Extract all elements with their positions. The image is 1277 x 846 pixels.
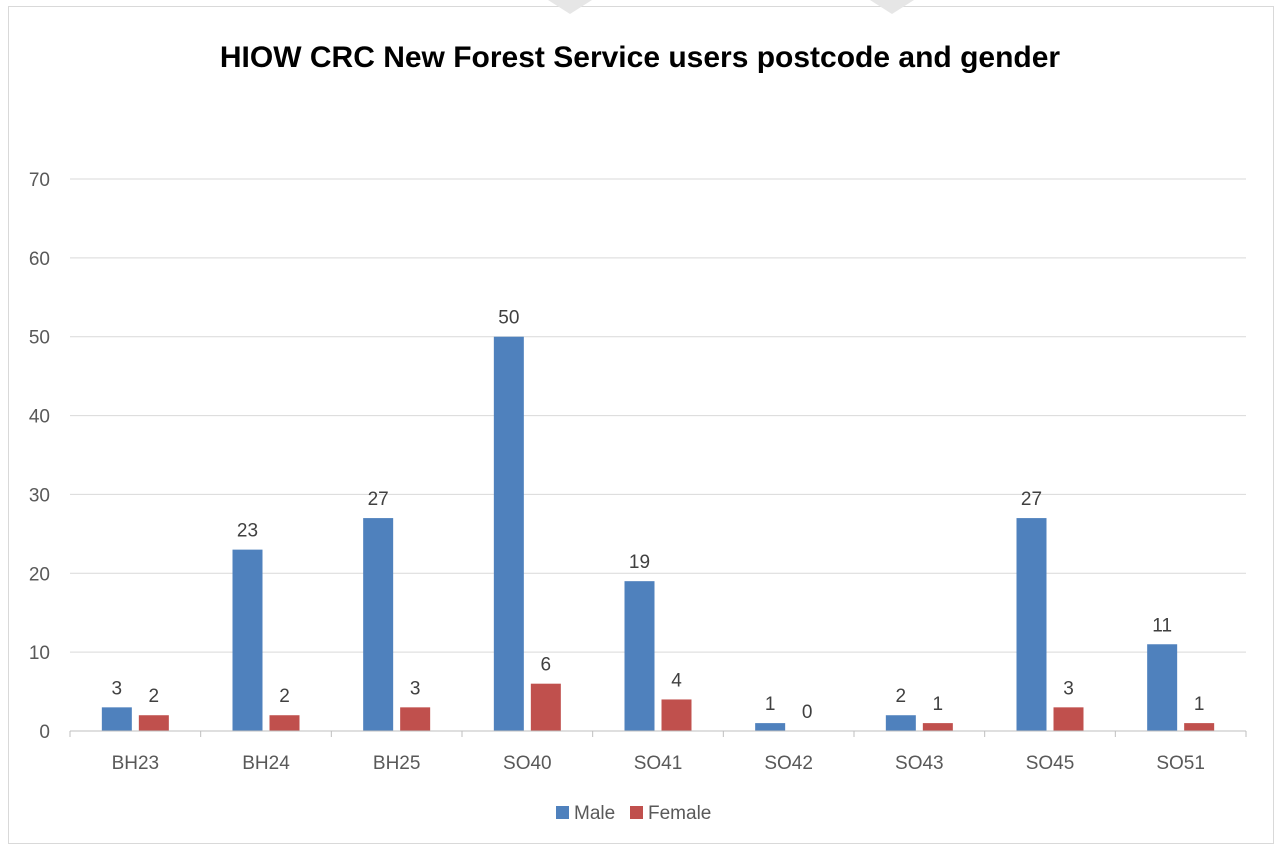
- data-label: 2: [279, 686, 290, 707]
- bar-female: [1053, 707, 1084, 731]
- data-label: 3: [1063, 678, 1074, 699]
- data-label: 23: [237, 521, 258, 542]
- data-label: 1: [765, 694, 776, 715]
- bar-male: [624, 581, 655, 731]
- x-axis: BH23 BH24 BH25 SO40 SO41 SO42 SO43 SO45 SO51: [69, 730, 1247, 774]
- data-label: 6: [541, 655, 552, 676]
- x-tick-label: SO45: [1026, 753, 1075, 774]
- y-tick-label: 40: [29, 407, 50, 428]
- bar-male: [232, 549, 263, 731]
- data-label: 50: [498, 308, 519, 329]
- bar-male: [885, 715, 916, 731]
- bar-female: [269, 715, 300, 731]
- chart-title: HIOW CRC New Forest Service users postco…: [220, 41, 1061, 74]
- bar-female: [922, 723, 953, 731]
- legend-label-female: Female: [648, 803, 711, 824]
- data-label: 1: [1194, 694, 1205, 715]
- bar-female: [530, 683, 561, 731]
- y-tick-label: 60: [29, 249, 50, 270]
- data-label: 19: [629, 552, 650, 573]
- bar-male: [101, 707, 132, 731]
- bar-female: [1184, 723, 1215, 731]
- bar-female: [661, 699, 692, 731]
- x-tick-label: SO40: [503, 753, 552, 774]
- x-tick-label: BH25: [373, 753, 421, 774]
- y-tick-label: 30: [29, 485, 50, 506]
- x-tick-label: BH23: [112, 753, 160, 774]
- y-tick-label: 20: [29, 564, 50, 585]
- data-label: 2: [149, 686, 160, 707]
- bar-male: [755, 723, 786, 731]
- x-tick-label: SO43: [895, 753, 944, 774]
- bar-male: [493, 336, 524, 731]
- legend-swatch-male: [556, 806, 569, 819]
- decorative-shape: [548, 0, 592, 14]
- x-tick-label: BH24: [242, 753, 290, 774]
- bar-female: [138, 715, 169, 731]
- data-label: 2: [896, 686, 907, 707]
- data-label: 3: [410, 678, 421, 699]
- data-label: 3: [112, 678, 123, 699]
- bar-male: [363, 518, 394, 731]
- x-tick-label: SO42: [764, 753, 813, 774]
- data-label: 4: [671, 670, 682, 691]
- x-tick-label: SO51: [1156, 753, 1205, 774]
- data-label: 11: [1152, 615, 1172, 636]
- y-tick-label: 50: [29, 328, 50, 349]
- legend-label-male: Male: [574, 803, 615, 824]
- data-label: 1: [933, 694, 944, 715]
- y-axis: 0 10 20 30 40 50 60 70: [29, 170, 50, 743]
- legend-swatch-female: [630, 806, 643, 819]
- y-tick-label: 10: [29, 643, 50, 664]
- y-tick-label: 0: [39, 722, 50, 743]
- data-label: 0: [802, 702, 813, 723]
- x-tick-label: SO41: [634, 753, 683, 774]
- bar-male: [1016, 518, 1047, 731]
- gridlines: [70, 178, 1246, 653]
- legend: Male Female: [556, 803, 711, 824]
- bar-female: [400, 707, 431, 731]
- data-label: 27: [368, 489, 389, 510]
- bar-male: [1147, 644, 1178, 731]
- data-label: 27: [1021, 489, 1042, 510]
- decorative-shape: [870, 0, 914, 14]
- y-tick-label: 70: [29, 170, 50, 191]
